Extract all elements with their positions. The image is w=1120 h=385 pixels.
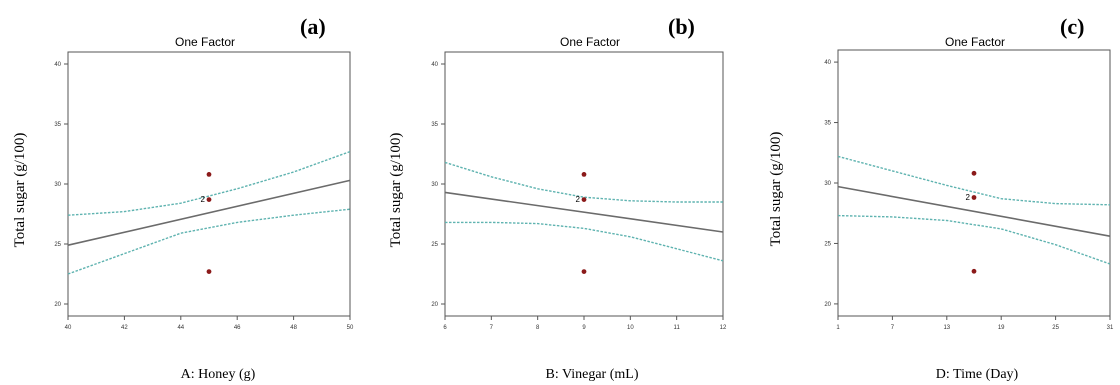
y-tick-label: 20: [824, 302, 831, 308]
fit-line: [837, 185, 1111, 237]
plot-frame: [837, 49, 1111, 317]
x-tick-label: 42: [121, 325, 128, 331]
x-tick-label: 44: [177, 325, 184, 331]
x-tick-label: 9: [582, 325, 586, 331]
point-count-label: 2: [576, 195, 581, 204]
ci-lower-line: [67, 208, 351, 275]
x-tick-label: 6: [443, 325, 447, 331]
data-point: [971, 170, 977, 176]
data-point: [206, 172, 212, 177]
x-tick-label: 11: [674, 325, 681, 331]
ci-lower-line: [445, 221, 724, 262]
fit-line: [67, 179, 351, 246]
fit-line: [444, 191, 724, 233]
y-tick-label: 20: [54, 302, 61, 308]
x-axis-label: B: Vinegar (mL): [546, 367, 639, 382]
plot-title: One Factor: [175, 35, 235, 49]
data-point: [581, 197, 587, 203]
x-axis-label: D: Time (Day): [936, 367, 1019, 382]
chart-panel-a: 20 25 30 35 40 40 42 44 46 48 50 2 One Factor (a) A: H…: [0, 0, 370, 385]
y-tick-label: 40: [54, 62, 61, 68]
panel-letter: (b): [668, 14, 695, 39]
point-count-label: 2: [201, 195, 206, 204]
x-axis-label: A: Honey (g): [181, 367, 256, 382]
plot-frame: [67, 51, 351, 317]
y-tick-label: 35: [54, 122, 61, 128]
x-tick-label: 46: [234, 325, 241, 331]
data-point: [206, 269, 212, 274]
y-tick-label: 30: [431, 182, 438, 188]
ci-upper-line: [444, 161, 723, 203]
y-tick-label: 40: [431, 62, 438, 68]
y-tick-label: 30: [824, 181, 831, 187]
y-tick-label: 25: [54, 242, 61, 248]
y-tick-label: 25: [431, 242, 438, 248]
y-axis-label: Total sugar (g/100): [12, 133, 28, 248]
data-point: [581, 269, 587, 274]
ci-upper-line: [837, 155, 1111, 206]
y-tick-label: 35: [824, 121, 831, 127]
y-tick-label: 35: [431, 122, 438, 128]
x-tick-label: 8: [536, 325, 540, 331]
x-tick-label: 31: [1107, 325, 1114, 331]
x-tick-label: 13: [943, 325, 950, 331]
chart-svg-b: 20 25 30 35 40 6 7 8 9 10 11 12 2 One Factor (b) B: Vin…: [388, 14, 727, 382]
y-axis-label: Total sugar (g/100): [388, 133, 404, 248]
point-count-label: 2: [966, 193, 971, 202]
panel-letter: (a): [300, 14, 326, 39]
data-point: [971, 195, 977, 200]
chart-panel-b: 20 25 30 35 40 6 7 8 9 10 11 12 2 One Factor (b) B: Vin…: [380, 0, 740, 385]
y-axis-label: Total sugar (g/100): [768, 132, 784, 247]
chart-svg-c: 20 25 30 35 40 1 7 13 19 25 31 2 One Factor (c) D: Tim…: [768, 14, 1114, 382]
data-point: [206, 197, 212, 203]
plot-title: One Factor: [560, 35, 620, 49]
x-tick-label: 12: [720, 325, 727, 331]
x-tick-label: 40: [65, 325, 72, 331]
panel-letter: (c): [1060, 14, 1084, 39]
chart-svg-a: 20 25 30 35 40 40 42 44 46 48 50 2 One Factor (a) A: H…: [12, 14, 354, 382]
y-tick-label: 30: [54, 182, 61, 188]
plot-frame: [444, 51, 724, 317]
x-tick-label: 50: [347, 325, 354, 331]
ci-lower-line: [837, 214, 1111, 265]
ci-upper-line: [67, 150, 351, 216]
x-tick-label: 48: [290, 325, 297, 331]
x-tick-label: 25: [1052, 325, 1059, 331]
x-tick-label: 10: [627, 325, 634, 331]
x-tick-label: 7: [891, 325, 895, 331]
y-tick-label: 40: [824, 60, 831, 66]
data-point: [971, 268, 977, 274]
x-tick-label: 19: [998, 325, 1005, 331]
x-tick-label: 7: [490, 325, 494, 331]
data-point: [581, 172, 587, 177]
y-tick-label: 20: [431, 302, 438, 308]
plot-title: One Factor: [945, 35, 1005, 49]
chart-panel-c: 20 25 30 35 40 1 7 13 19 25 31 2 One Factor (c) D: Tim…: [760, 0, 1120, 385]
x-tick-label: 1: [836, 325, 840, 331]
y-tick-label: 25: [824, 241, 831, 247]
